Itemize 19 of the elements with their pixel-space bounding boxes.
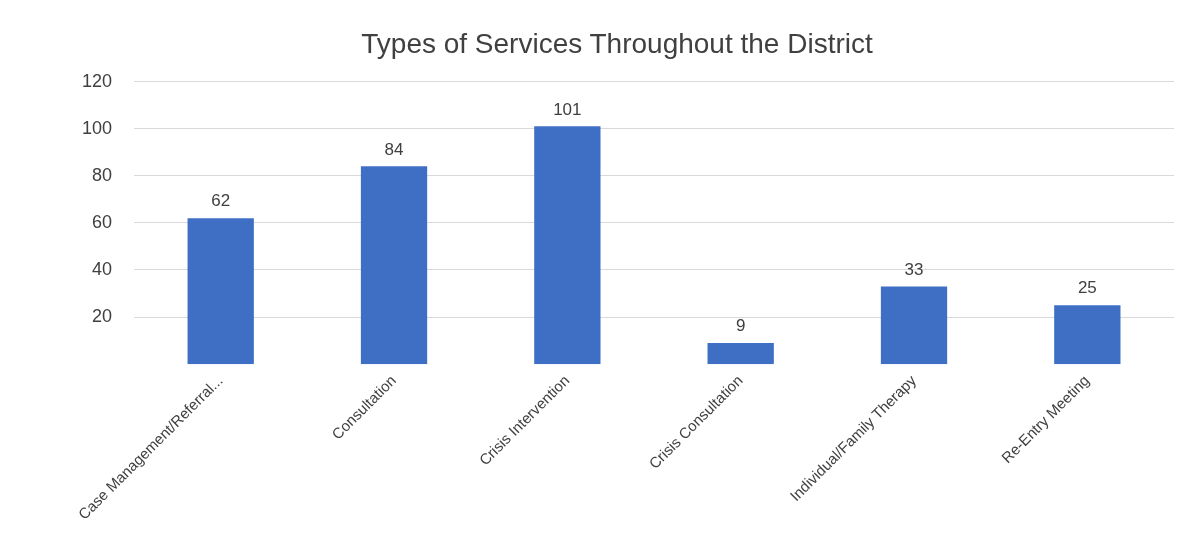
data-label: 9 <box>735 316 746 336</box>
data-label: 62 <box>211 191 231 211</box>
y-tick-label: 40 <box>92 258 113 279</box>
data-label: 33 <box>904 259 924 279</box>
y-tick-label: 20 <box>92 306 113 327</box>
y-tick-label: 120 <box>81 70 113 91</box>
y-tick-label: 100 <box>81 117 113 138</box>
bar <box>880 286 948 365</box>
bar <box>360 166 428 365</box>
y-tick-label: 60 <box>92 211 113 232</box>
data-label: 84 <box>384 139 404 159</box>
y-tick-label: 80 <box>92 164 113 185</box>
data-label: 101 <box>553 99 582 119</box>
data-label: 25 <box>1077 278 1097 298</box>
bar <box>1054 305 1121 365</box>
bar <box>534 126 601 365</box>
chart-title: Types of Services Throughout the District <box>361 27 873 59</box>
bar <box>187 218 254 365</box>
bar <box>707 342 774 365</box>
